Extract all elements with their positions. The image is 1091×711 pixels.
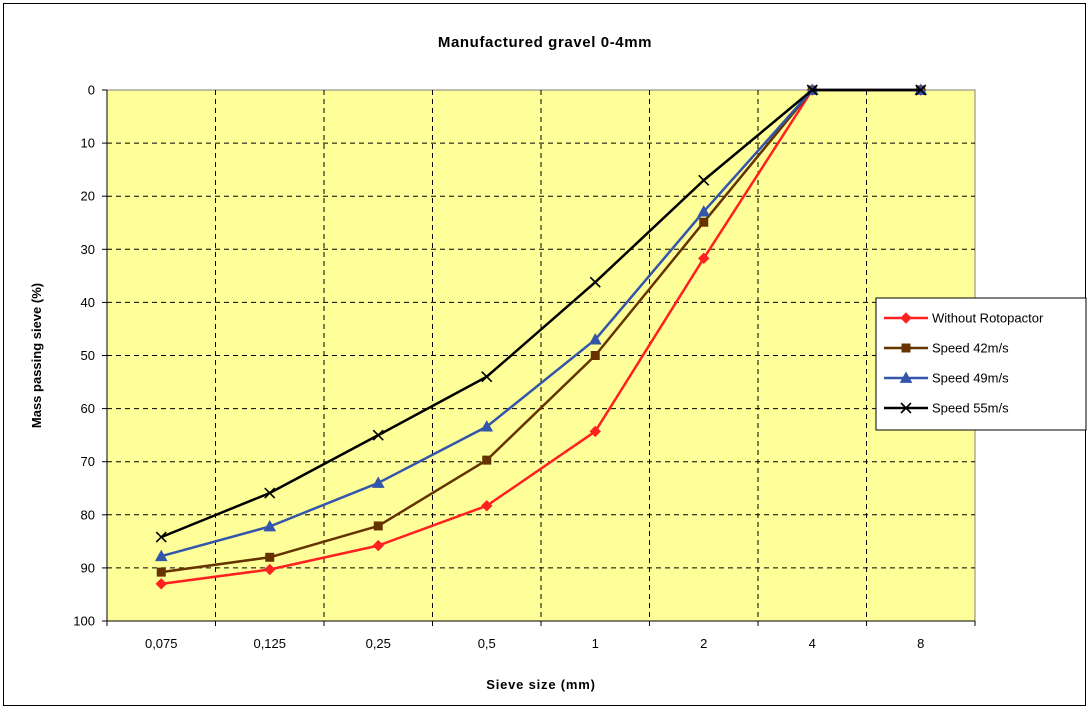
y-tick-label: 0 [88, 83, 95, 98]
data-point [589, 425, 601, 438]
x-axis-title: Sieve size (mm) [486, 677, 596, 692]
y-tick-label: 70 [81, 454, 95, 469]
legend-label: Speed 55m/s [932, 401, 1009, 416]
data-point [264, 487, 276, 499]
data-point [806, 84, 818, 96]
axes [102, 89, 976, 626]
legend-marker [899, 371, 913, 383]
tick-labels: 0 10 20 30 40 50 60 70 80 90 100 0,075 0,125 0,25 0,5 1… [73, 83, 924, 652]
legend-item: Without Rotopactor [884, 311, 1044, 326]
x-tick-label: 2 [700, 636, 707, 651]
data-point [372, 539, 384, 552]
data-point [264, 563, 276, 576]
data-point [373, 521, 383, 531]
series-line [160, 88, 921, 558]
legend-marker [901, 343, 911, 353]
x-tick-label: 0,25 [366, 636, 391, 651]
data-point [589, 276, 601, 288]
data-point [481, 371, 493, 383]
data-point [156, 567, 166, 577]
legend-item: Speed 49m/s [884, 371, 1009, 386]
chart-title: Manufactured gravel 0-4mm [438, 34, 652, 51]
x-tick-label: 0,075 [145, 636, 178, 651]
data-point [155, 578, 167, 590]
y-tick-label: 20 [81, 189, 95, 204]
y-tick-label: 80 [81, 507, 95, 522]
x-tick-label: 4 [809, 636, 816, 651]
data-point [698, 174, 710, 186]
y-axis-title: Mass passing sieve (%) [29, 283, 44, 428]
data-point [590, 351, 600, 360]
data-point [915, 84, 927, 96]
data-point [588, 333, 602, 345]
legend-item: Speed 42m/s [884, 341, 1009, 356]
legend-label: Speed 49m/s [932, 371, 1009, 386]
data-point [482, 455, 492, 465]
data-point [265, 552, 275, 562]
series-line [161, 88, 921, 586]
legend-marker [900, 312, 912, 324]
y-tick-label: 10 [81, 136, 95, 151]
y-tick-label: 60 [81, 401, 95, 416]
data-point [263, 519, 277, 532]
data-point [480, 420, 494, 432]
series-group [154, 83, 928, 590]
series-3 [155, 84, 927, 543]
legend-label: Without Rotopactor [932, 311, 1044, 326]
legend-label: Speed 42m/s [932, 341, 1009, 356]
x-tick-label: 0,125 [253, 636, 286, 651]
data-point [697, 205, 711, 217]
data-point [154, 549, 168, 562]
grid-lines [107, 90, 975, 621]
y-tick-label: 30 [81, 242, 95, 257]
y-tick-label: 100 [73, 614, 95, 629]
data-point [698, 252, 710, 265]
x-tick-label: 1 [592, 636, 599, 651]
y-tick-label: 40 [81, 295, 95, 310]
data-point [371, 476, 385, 488]
legend-item: Speed 55m/s [884, 401, 1009, 416]
x-tick-label: 8 [917, 636, 924, 651]
series-line [160, 88, 921, 539]
legend-marker [900, 402, 912, 414]
legend: Without Rotopactor Speed 42m/s Speed 49m/s… [875, 297, 1087, 431]
y-tick-label: 50 [81, 348, 95, 363]
data-point [372, 429, 384, 441]
data-point [155, 531, 167, 543]
data-point [481, 500, 493, 512]
data-point [699, 217, 709, 227]
x-tick-label: 0,5 [478, 636, 496, 651]
y-tick-label: 90 [81, 560, 95, 575]
